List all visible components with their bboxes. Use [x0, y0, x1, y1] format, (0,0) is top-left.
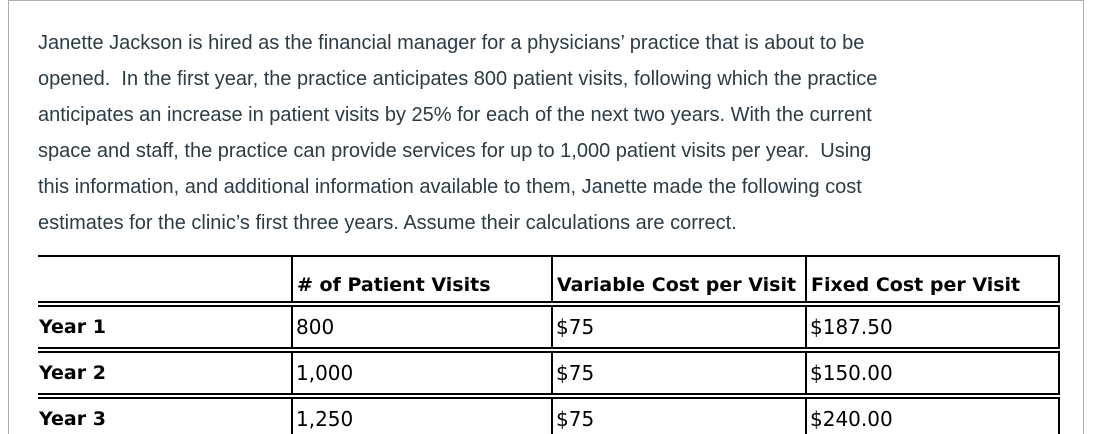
- cost-estimates-table: # of Patient Visits Variable Cost per Vi…: [38, 255, 1060, 434]
- year-2-visits: 1,000: [291, 347, 552, 396]
- year-3-visits: 1,250: [291, 393, 552, 434]
- row-label-year-2: Year 2: [38, 347, 292, 396]
- year-2-variable-cost: $75: [551, 347, 806, 396]
- question-text-line: space and staff, the practice can provid…: [38, 140, 872, 162]
- row-label-year-3: Year 3: [38, 393, 292, 434]
- table-row-year-2: Year 2 1,000 $75 $150.00: [38, 347, 1060, 396]
- year-3-fixed-cost: $240.00: [805, 393, 1060, 434]
- question-text-line: Janette Jackson is hired as the financia…: [38, 32, 865, 54]
- row-label-year-1: Year 1: [38, 301, 292, 350]
- col-header-patient-visits: # of Patient Visits: [291, 256, 552, 304]
- table-row-year-3: Year 3 1,250 $75 $240.00: [38, 393, 1060, 434]
- year-1-visits: 800: [291, 301, 552, 350]
- year-1-fixed-cost: $187.50: [805, 301, 1060, 350]
- question-text: Janette Jackson is hired as the financia…: [38, 25, 1083, 241]
- question-text-line: estimates for the clinic’s first three y…: [38, 212, 737, 234]
- question-text-line: this information, and additional informa…: [38, 176, 862, 198]
- col-header-blank: [38, 256, 292, 304]
- question-text-line: anticipates an increase in patient visit…: [38, 104, 872, 126]
- question-container: Janette Jackson is hired as the financia…: [8, 0, 1084, 434]
- table-header-row: # of Patient Visits Variable Cost per Vi…: [38, 256, 1060, 304]
- question-text-line: opened. In the first year, the practice …: [38, 68, 878, 90]
- table-row-year-1: Year 1 800 $75 $187.50: [38, 301, 1060, 350]
- year-3-variable-cost: $75: [551, 393, 806, 434]
- col-header-fixed-cost: Fixed Cost per Visit: [805, 256, 1060, 304]
- year-2-fixed-cost: $150.00: [805, 347, 1060, 396]
- year-1-variable-cost: $75: [551, 301, 806, 350]
- col-header-variable-cost: Variable Cost per Visit: [551, 256, 806, 304]
